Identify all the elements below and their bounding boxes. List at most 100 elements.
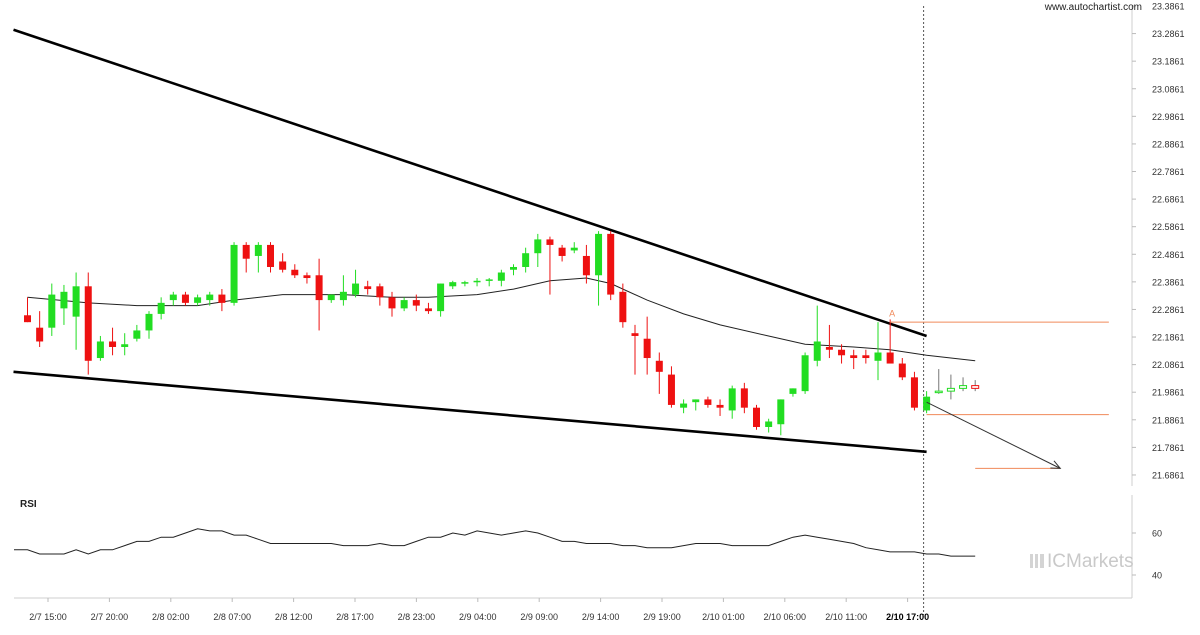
candle-body [522, 253, 530, 267]
candle-body [485, 279, 493, 281]
candle-body [194, 297, 202, 303]
candle-body [181, 294, 189, 303]
candle-body [825, 346, 833, 350]
candle-body [169, 294, 177, 301]
time-tick-label: 2/8 17:00 [336, 612, 374, 622]
candle-body [291, 269, 299, 276]
candle [181, 291, 189, 306]
candle [862, 349, 870, 364]
candle-body [133, 330, 141, 339]
candle-body [971, 385, 980, 389]
candle-body [643, 338, 651, 359]
candle-body [570, 247, 578, 251]
candle [133, 324, 141, 342]
candle [582, 244, 590, 284]
candle-body [874, 352, 882, 361]
moving-average-line [27, 277, 976, 362]
candle [437, 283, 445, 317]
candle-body [934, 390, 943, 394]
candle [230, 242, 238, 306]
trendline-support [13, 370, 927, 454]
price-tick-label: 22.6861 [1152, 195, 1185, 205]
candle-body [534, 239, 542, 254]
broker-name: ICMarkets [1047, 551, 1134, 572]
price-tick-label: 22.8861 [1152, 139, 1185, 149]
trendline-resistance [13, 28, 928, 338]
candle [388, 291, 396, 317]
time-tick-label: 2/9 14:00 [582, 612, 620, 622]
candle [959, 377, 968, 392]
candle [680, 399, 688, 414]
price-tick-label: 23.0861 [1152, 84, 1185, 94]
candle [558, 244, 566, 262]
candle-body [655, 360, 663, 372]
price-tick-label: 21.8861 [1152, 415, 1185, 425]
candle [522, 247, 530, 273]
price-tick-label: 22.2861 [1152, 305, 1185, 315]
candle-body [48, 294, 56, 328]
candle-body [36, 327, 44, 342]
candle-body [327, 294, 335, 301]
candle [109, 327, 117, 356]
candle-body [279, 261, 287, 270]
candle [352, 269, 360, 298]
candle-body [898, 363, 906, 378]
time-tick-label: 2/9 19:00 [643, 612, 681, 622]
candle [825, 324, 833, 359]
candle-body [801, 355, 809, 392]
candle [655, 352, 663, 394]
candle-body [157, 302, 165, 314]
candle-body [364, 286, 372, 290]
candle-body [959, 385, 968, 389]
candle-body [704, 399, 712, 405]
candle [48, 283, 56, 336]
candle [96, 335, 104, 361]
price-tick-label: 23.1861 [1152, 57, 1185, 67]
candle [315, 258, 323, 331]
candle-body [303, 275, 311, 279]
candle [84, 272, 92, 375]
price-tick-label: 22.0861 [1152, 360, 1185, 370]
candle-body [923, 396, 931, 411]
candle [704, 396, 712, 408]
candle-body [254, 244, 262, 256]
candle [667, 366, 675, 408]
candle [412, 294, 420, 312]
candle-body [667, 374, 675, 405]
candle [449, 280, 457, 290]
candle-body [765, 421, 773, 427]
candle [946, 374, 955, 400]
candle [874, 322, 882, 381]
candle-body [558, 247, 566, 256]
candle [194, 294, 202, 306]
candle-body [473, 280, 481, 283]
candle-body [886, 352, 894, 364]
candle-body [437, 283, 445, 312]
rsi-tick-label: 60 [1152, 529, 1162, 539]
candle [36, 311, 44, 347]
price-tick-label: 22.4861 [1152, 250, 1185, 260]
time-tick-label: 2/8 23:00 [398, 612, 436, 622]
candle [254, 242, 262, 273]
candle [291, 264, 299, 279]
candle [424, 302, 432, 314]
candle [728, 385, 736, 419]
candle-body [84, 286, 92, 361]
candle [24, 297, 31, 323]
price-tick-label: 22.9861 [1152, 112, 1185, 122]
forecast-arrow-head [1050, 460, 1062, 469]
site-url[interactable]: www.autochartist.com [1044, 2, 1142, 13]
candle [72, 272, 80, 350]
candle [400, 297, 408, 312]
candle-body [230, 244, 238, 303]
candle [121, 333, 129, 356]
candle [145, 311, 153, 339]
time-tick-label: 2/8 02:00 [152, 612, 190, 622]
candle-body [376, 286, 384, 298]
candle [497, 269, 505, 287]
candle-body [109, 341, 117, 347]
candle-body [850, 355, 858, 359]
time-tick-label: 2/7 15:00 [29, 612, 67, 622]
candle-body [461, 282, 469, 284]
candle-body [510, 266, 517, 270]
